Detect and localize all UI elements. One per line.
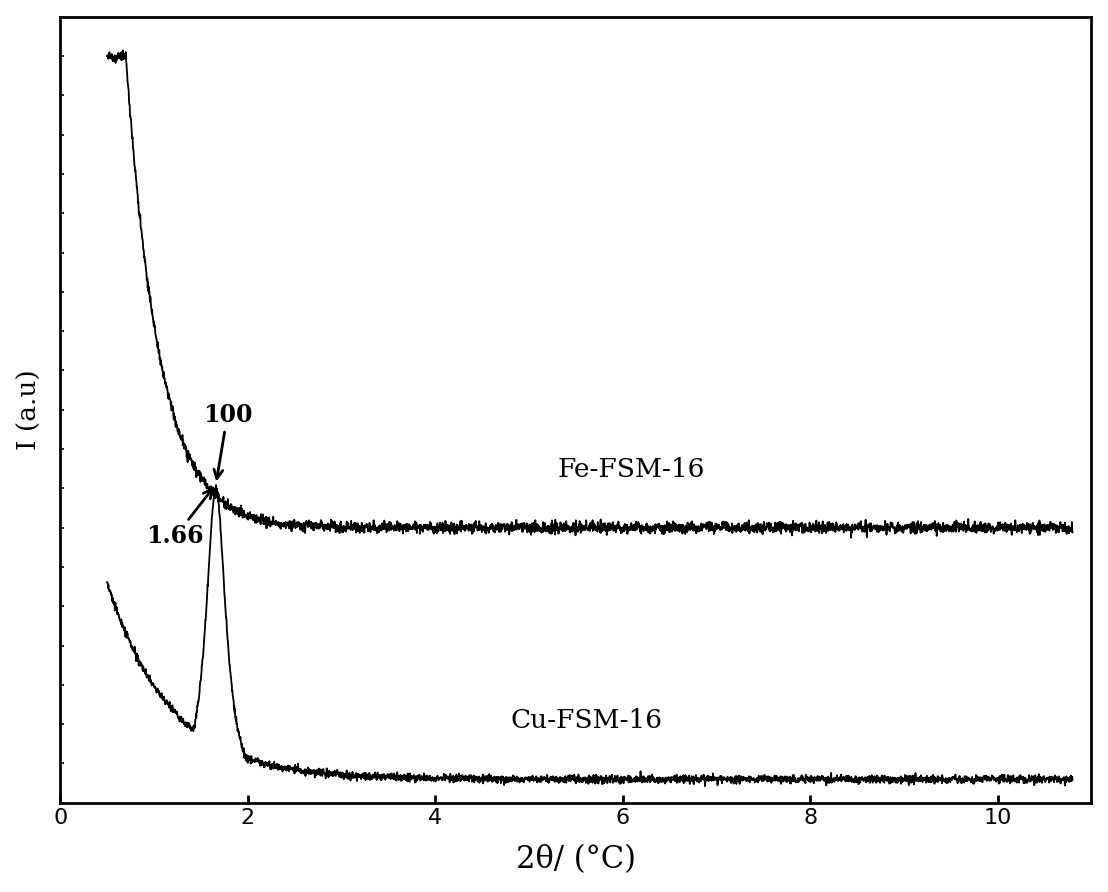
X-axis label: 2θ/ (°C): 2θ/ (°C) [516, 845, 636, 875]
Text: Fe-FSM-16: Fe-FSM-16 [557, 457, 705, 482]
Text: 1.66: 1.66 [146, 489, 213, 549]
Y-axis label: I (a.u): I (a.u) [17, 369, 42, 450]
Text: Cu-FSM-16: Cu-FSM-16 [510, 708, 663, 733]
Text: 100: 100 [203, 402, 253, 479]
